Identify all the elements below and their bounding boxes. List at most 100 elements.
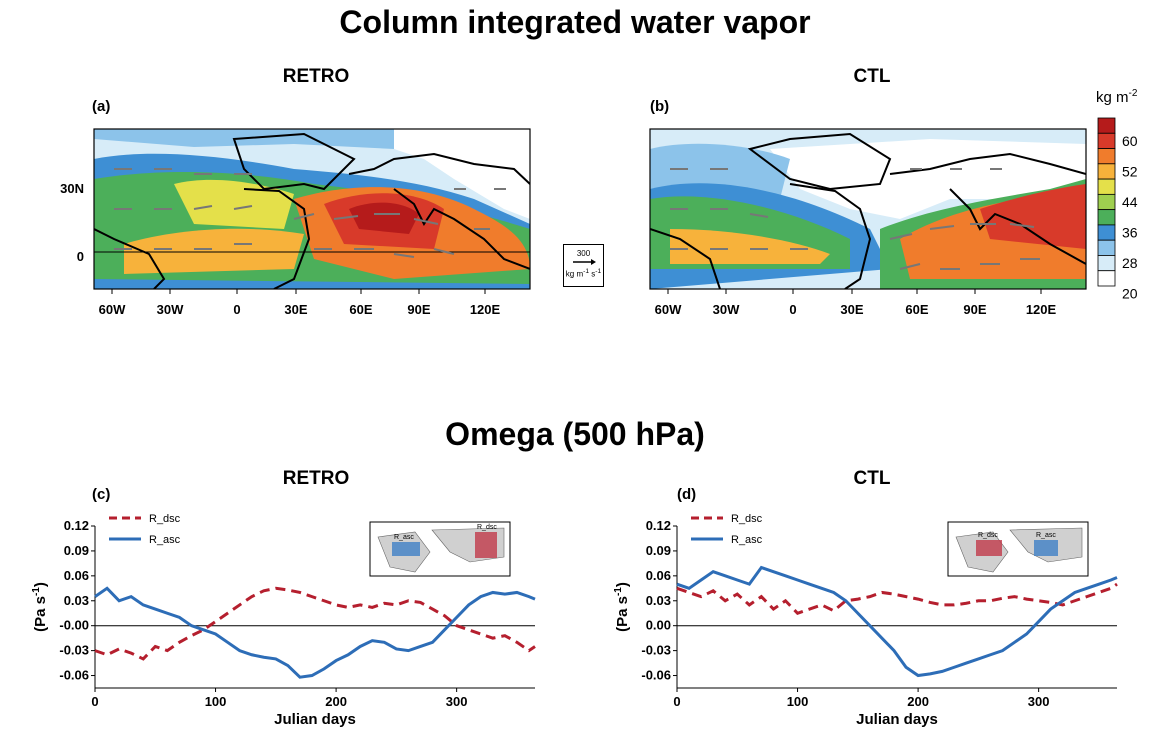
y-tick-label: 0.12 (646, 518, 671, 533)
reference-vector-unit: kg m-1 s-1 (565, 268, 602, 279)
map-a-frame (93, 128, 531, 290)
reference-vector-box: 300 kg m-1 s-1 (563, 244, 604, 287)
inset-region-box (1034, 540, 1058, 556)
map-b (649, 128, 1087, 290)
y-axis-label: (Pa s-1) (613, 582, 631, 632)
x-tick-label: 100 (205, 694, 227, 709)
colorbar-swatch (1097, 163, 1116, 180)
map-axis-labels: 60W 30W 0 30E 60E 90E 120E 30N 0 60W 30W 0 30E 60E 90… (60, 181, 1057, 317)
x-axis-label: Julian days (274, 711, 356, 728)
y-axis-label: (Pa s-1) (31, 582, 49, 632)
map-a-lon-tick: 60E (349, 302, 372, 317)
map-b-lon-tick: 60W (655, 302, 682, 317)
legend-label-r-asc: R_asc (731, 534, 763, 546)
map-a-lon-tick: 30E (284, 302, 307, 317)
y-tick-label: 0.12 (64, 518, 89, 533)
map-b-coast-india (949, 188, 1086, 265)
y-tick-label: -0.03 (641, 643, 671, 658)
colorbar-swatch (1097, 148, 1116, 165)
map-a-coast-asia (348, 152, 530, 185)
chart-c-panel-label: (c) (92, 486, 111, 503)
colorbar-tick-label: 20 (1122, 286, 1138, 302)
map-b-coast-asia (889, 152, 1086, 175)
region-inset-map: R_asc R_dsc (369, 521, 511, 577)
map-a-lat-tick: 0 (77, 249, 84, 264)
series-r-asc (676, 565, 1118, 678)
map-a-lon-tick: 90E (407, 302, 430, 317)
map-a-lat-tick: 30N (60, 181, 84, 196)
map-a-lon-tick: 30W (157, 302, 184, 317)
y-tick-label: 0.09 (646, 543, 671, 558)
map-b-frame (649, 128, 1087, 290)
map-a-flux-vectors (114, 168, 506, 258)
map-a-field-max (349, 202, 419, 234)
map-a-lon-tick: 60W (99, 302, 126, 317)
map-b-flux-vectors (670, 168, 1040, 270)
map-a-field-sahara (174, 179, 294, 229)
inset-region-label: R_dsc (978, 532, 998, 539)
map-b-lon-tick: 0 (789, 302, 796, 317)
map-a-lon-tick: 120E (470, 302, 501, 317)
x-tick-label: 300 (446, 694, 468, 709)
y-tick-label: -0.00 (59, 618, 89, 633)
map-b-lon-tick: 30E (840, 302, 863, 317)
reference-vector-magnitude: 300 (576, 249, 591, 258)
inset-region-box (392, 542, 420, 556)
chart-d-panel-label: (d) (677, 486, 697, 503)
x-axis-label: Julian days (856, 711, 938, 728)
x-tick-label: 300 (1028, 694, 1050, 709)
x-tick-label: 0 (673, 694, 680, 709)
x-tick-label: 200 (325, 694, 347, 709)
chart-d-title: CTL (853, 468, 891, 489)
colorbar-swatch (1097, 270, 1116, 287)
colorbar-units: kg m-2 (1096, 88, 1138, 106)
y-tick-label: 0.00 (646, 618, 671, 633)
chart-c: 0.12 0.09 0.06 0.03 -0.00 -0.03 -0.060 100 200 30… (31, 513, 536, 728)
map-b-lon-tick: 120E (1026, 302, 1057, 317)
colorbar-swatch (1097, 132, 1116, 149)
colorbar-tick-label: 28 (1122, 255, 1138, 271)
map-b-field-atlantic (670, 229, 830, 264)
legend-label-r-asc: R_asc (149, 534, 181, 546)
map-b-panel-label: (b) (650, 98, 670, 115)
chart-d: 0.12 0.09 0.06 0.03 0.00 -0.03 -0.060 100 200 300… (613, 513, 1118, 728)
map-b-coast-africa (789, 183, 872, 289)
colorbar-tick-label: 36 (1122, 225, 1138, 241)
y-tick-label: 0.06 (64, 568, 89, 583)
map-b-coast-europe (747, 132, 892, 191)
map-b-title: CTL (853, 66, 891, 87)
colorbar-swatch (1097, 255, 1116, 272)
map-b-lon-tick: 30W (713, 302, 740, 317)
map-b-lon-tick: 90E (963, 302, 986, 317)
region-inset-map: R_dsc R_asc (947, 521, 1089, 577)
series-r-asc (94, 586, 536, 679)
inset-region-label: R_dsc (477, 524, 497, 531)
inset-region-box (475, 532, 497, 558)
inset-region-box (976, 540, 1002, 556)
colorbar-swatch (1097, 178, 1116, 195)
figure-title-bottom: Omega (500 hPa) (445, 416, 705, 452)
colorbar-swatch (1097, 224, 1116, 241)
colorbar-swatch (1097, 117, 1116, 134)
map-a-coast-india (393, 188, 530, 270)
series-r-dsc (676, 582, 1118, 615)
y-tick-label: 0.03 (64, 593, 89, 608)
inset-region-label: R_asc (1036, 532, 1056, 539)
inset-region-label: R_asc (394, 534, 414, 541)
map-a-title: RETRO (282, 66, 350, 87)
map-b-field-peak (980, 184, 1086, 249)
map-b-coast-america (650, 228, 721, 289)
figure-title-top: Column integrated water vapor (339, 4, 811, 40)
colorbar-swatch (1097, 239, 1116, 256)
map-b-lon-tick: 60E (905, 302, 928, 317)
reference-vector-arrow (573, 259, 596, 265)
y-tick-label: -0.03 (59, 643, 89, 658)
y-tick-label: 0.06 (646, 568, 671, 583)
chart-c-title: RETRO (282, 468, 350, 489)
map-a-lon-tick: 0 (233, 302, 240, 317)
colorbar-tick-label: 60 (1122, 133, 1138, 149)
colorbar-tick-label: 52 (1122, 163, 1138, 179)
legend-label-r-dsc: R_dsc (731, 513, 763, 525)
y-tick-label: 0.09 (64, 543, 89, 558)
x-tick-label: 200 (907, 694, 929, 709)
